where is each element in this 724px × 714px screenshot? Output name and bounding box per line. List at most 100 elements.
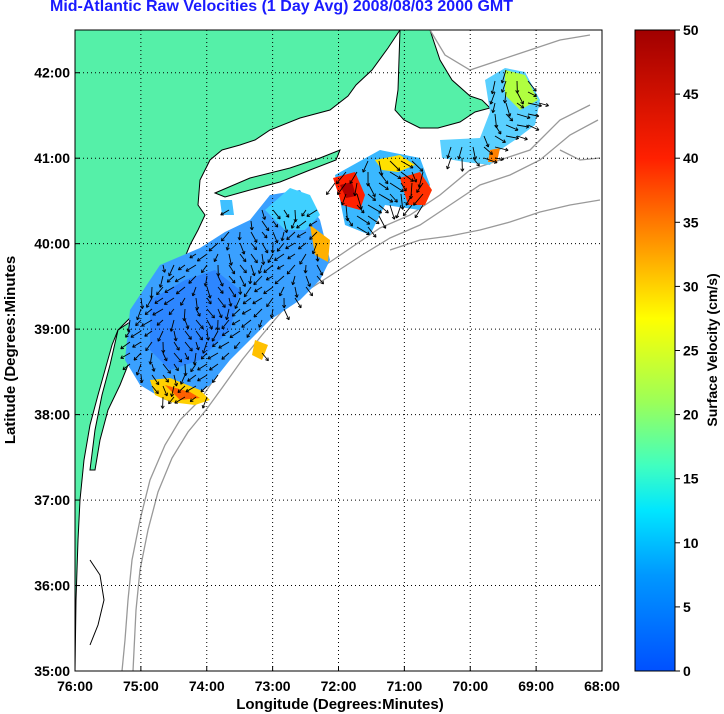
velocity-arrow — [228, 264, 236, 275]
velocity-arrow — [367, 215, 380, 225]
y-tick-label: 36:00 — [34, 578, 70, 594]
velocity-arrowhead — [353, 192, 358, 197]
velocity-arrowhead — [311, 250, 316, 255]
velocity-arrow — [144, 308, 153, 315]
velocity-arrowhead — [241, 311, 246, 315]
velocity-arrowhead — [400, 206, 405, 210]
velocity-arrowhead — [514, 127, 519, 132]
velocity-arrowhead — [286, 316, 290, 321]
velocity-arrowhead — [187, 378, 191, 382]
velocity-arrowhead — [266, 303, 270, 308]
velocity-patch-nj — [265, 188, 320, 230]
velocity-arrow — [187, 374, 197, 382]
velocity-arrowhead — [291, 281, 296, 286]
velocity-arrowhead — [231, 279, 236, 284]
colorbar-ticks: 0 5 10 15 20 25 30 35 40 45 50 — [675, 22, 699, 679]
velocity-arrowhead — [269, 314, 274, 319]
velocity-arrowhead — [174, 382, 179, 387]
velocity-arrowhead — [160, 405, 165, 409]
velocity-arrowhead — [191, 292, 196, 297]
x-tick-label: 75:00 — [123, 678, 159, 694]
velocity-arrow — [217, 297, 226, 308]
velocity-arrow — [296, 231, 307, 238]
velocity-arrow — [213, 253, 219, 262]
velocity-arrow — [483, 157, 498, 164]
velocity-arrowhead — [218, 314, 223, 319]
velocity-arrowhead — [136, 316, 140, 321]
velocity-arrowhead — [151, 368, 156, 372]
velocity-arrow — [173, 330, 177, 342]
velocity-arrowhead — [396, 167, 401, 172]
velocity-arrowhead — [166, 279, 171, 283]
colorbar-tick-label: 45 — [683, 86, 699, 102]
velocity-arrow — [472, 146, 476, 160]
velocity-arrowhead — [231, 321, 236, 326]
velocity-arrow — [156, 286, 164, 296]
velocity-arrow — [183, 308, 186, 321]
velocity-arrow — [291, 220, 296, 229]
velocity-arrowhead — [156, 322, 161, 326]
velocity-arrowhead — [326, 191, 330, 196]
velocity-arrowhead — [231, 270, 236, 275]
velocity-arrow — [162, 374, 169, 383]
colorbar-tick-label: 10 — [683, 535, 699, 551]
velocity-arrow — [136, 363, 142, 376]
velocity-arrowhead — [285, 245, 289, 250]
velocity-arrow — [416, 182, 424, 193]
colorbar-tick-label: 0 — [683, 663, 691, 679]
velocity-arrowhead — [307, 283, 312, 287]
velocity-arrow — [125, 330, 131, 338]
velocity-arrow — [154, 297, 164, 304]
velocity-arrowhead — [296, 224, 300, 229]
velocity-arrow — [176, 286, 186, 295]
velocity-arrow — [197, 374, 208, 382]
velocity-arrowhead — [274, 257, 278, 261]
velocity-arrowhead — [199, 325, 204, 330]
velocity-arrowhead — [221, 332, 226, 337]
velocity-arrow — [184, 341, 193, 352]
velocity-arrow — [367, 193, 376, 201]
velocity-arrow — [202, 341, 208, 354]
velocity-arrow — [312, 242, 318, 255]
velocity-arrowhead — [188, 336, 192, 340]
velocity-arrowhead — [395, 214, 400, 219]
velocity-arrow — [190, 363, 197, 372]
x-tick-label: 74:00 — [189, 678, 225, 694]
velocity-arrow — [242, 297, 252, 305]
velocity-arrowhead — [168, 311, 173, 316]
velocity-arrow — [501, 80, 507, 93]
velocity-arrow — [162, 363, 171, 374]
velocity-arrow — [157, 330, 164, 342]
velocity-arrowhead — [378, 209, 382, 214]
colorbar-tick-label: 35 — [683, 214, 699, 230]
velocity-arrow — [277, 264, 285, 270]
colorbar-tick-label: 20 — [683, 407, 699, 423]
velocity-arrowhead — [409, 164, 414, 169]
velocity-arrow — [356, 193, 362, 210]
velocity-arrow — [505, 124, 519, 131]
velocity-arrowhead — [253, 246, 258, 251]
velocity-arrow — [249, 275, 252, 284]
velocity-arrow — [231, 319, 241, 326]
velocity-arrow — [239, 275, 246, 287]
velocity-arrowhead — [253, 239, 258, 243]
velocity-arrow — [287, 253, 296, 260]
velocity-arrowhead — [504, 147, 509, 152]
velocity-arrowhead — [135, 322, 139, 327]
velocity-arrowhead — [200, 355, 205, 360]
velocity-arrow — [279, 286, 285, 297]
velocity-arrow — [296, 220, 307, 229]
velocity-arrowhead — [177, 389, 182, 394]
velocity-arrowhead — [384, 180, 389, 185]
velocity-arrow — [184, 330, 192, 340]
velocity-arrow — [195, 308, 201, 317]
velocity-arrowhead — [145, 347, 149, 352]
velocity-arrow — [221, 319, 230, 330]
velocity-arrow — [141, 319, 153, 327]
x-tick-label: 71:00 — [386, 678, 422, 694]
velocity-arrowhead — [169, 328, 174, 332]
velocity-arrowhead — [165, 378, 169, 383]
velocity-arrowhead — [218, 345, 222, 349]
grid-lines — [75, 30, 602, 671]
velocity-arrow — [173, 352, 183, 363]
